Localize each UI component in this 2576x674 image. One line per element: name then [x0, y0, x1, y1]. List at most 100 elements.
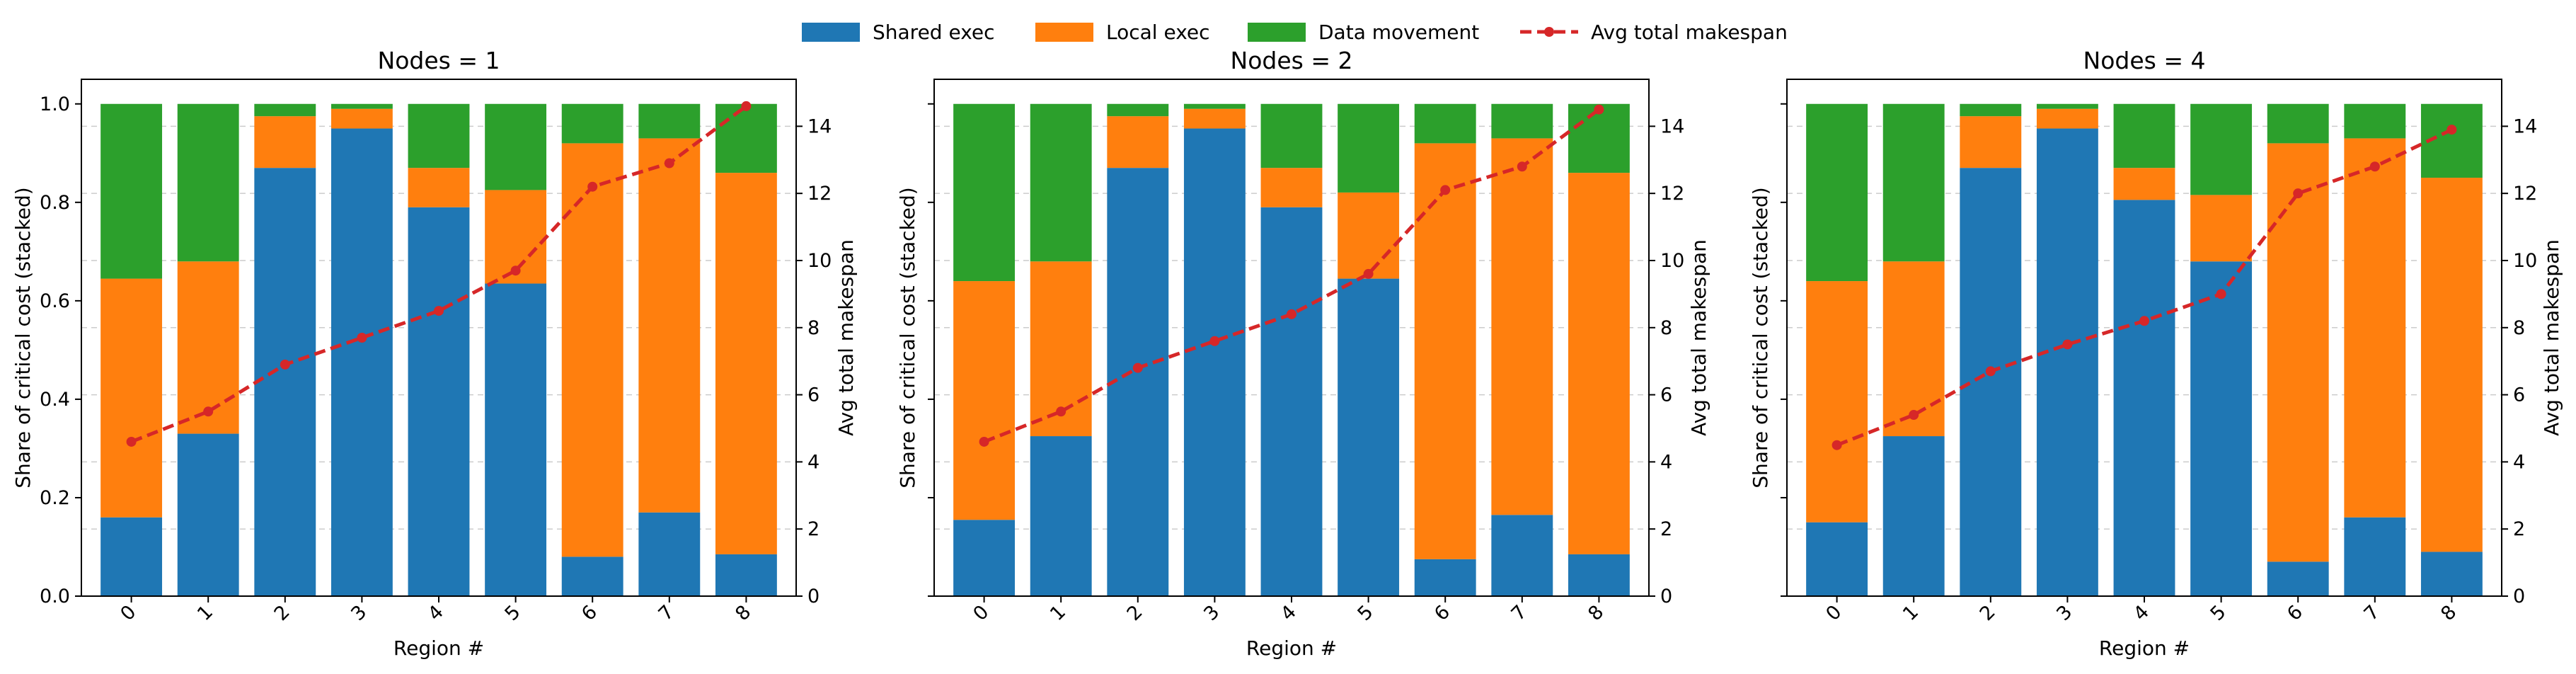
x-tick-label-region-1: 1: [1899, 601, 1923, 625]
bar-shared-exec-region-2: [1107, 168, 1169, 597]
makespan-point-region-7: [1517, 161, 1527, 172]
y2-tick-label: 10: [807, 250, 832, 272]
makespan-point-region-2: [280, 359, 290, 370]
y2-tick-label: 8: [807, 317, 820, 339]
makespan-point-region-7: [2369, 161, 2380, 172]
legend-label-shared-exec: Shared exec: [873, 21, 995, 44]
bar-local-exec-region-1: [1882, 261, 1945, 437]
bar-shared-exec-region-3: [2036, 128, 2098, 596]
bar-local-exec-region-7: [638, 138, 701, 513]
y2-axis-label: Avg total makespan: [1687, 239, 1710, 436]
bar-data-movement-region-6: [2267, 103, 2329, 144]
y2-tick-label: 8: [1660, 317, 1672, 339]
y2-tick-label: 6: [807, 384, 820, 406]
bar-data-movement-region-7: [638, 103, 701, 139]
y2-tick-label: 12: [1660, 183, 1684, 205]
y2-tick-label: 6: [2513, 384, 2525, 406]
x-tick-label-region-2: 2: [1976, 601, 2000, 625]
y2-tick-label: 10: [2513, 250, 2537, 272]
bar-shared-exec-region-4: [1260, 207, 1323, 596]
bar-local-exec-region-6: [1414, 143, 1476, 559]
bar-local-exec-region-7: [2344, 138, 2406, 518]
makespan-point-region-1: [1909, 410, 1919, 421]
makespan-point-region-8: [1594, 104, 1604, 115]
x-tick-label-region-3: 3: [1200, 601, 1224, 625]
bar-data-movement-region-3: [2036, 103, 2098, 109]
bar-local-exec-region-4: [2113, 168, 2175, 200]
bar-local-exec-region-5: [1338, 192, 1400, 279]
bar-data-movement-region-3: [1183, 103, 1246, 109]
x-axis-label: Region #: [1246, 636, 1337, 660]
bar-data-movement-region-1: [1882, 103, 1945, 262]
makespan-point-region-3: [2062, 339, 2073, 350]
bar-data-movement-region-8: [1568, 103, 1630, 173]
x-tick-label-region-7: 7: [655, 601, 679, 625]
bar-data-movement-region-0: [953, 103, 1016, 282]
y-tick-label: 0.6: [40, 290, 70, 312]
bar-local-exec-region-4: [1260, 168, 1323, 207]
legend-label-local-exec: Local exec: [1106, 21, 1210, 44]
bar-shared-exec-region-6: [561, 556, 623, 596]
x-tick-label-region-3: 3: [2052, 601, 2076, 625]
bar-shared-exec-region-5: [1338, 278, 1400, 596]
makespan-point-region-7: [664, 158, 674, 168]
y2-tick-label: 0: [1660, 586, 1672, 607]
y2-tick-label: 14: [2513, 115, 2537, 137]
makespan-point-region-4: [434, 306, 444, 316]
bar-shared-exec-region-5: [2190, 261, 2253, 596]
bar-shared-exec-region-6: [1414, 559, 1476, 596]
y2-tick-label: 10: [1660, 250, 1684, 272]
bar-shared-exec-region-3: [1183, 128, 1246, 596]
x-tick-label-region-8: 8: [1584, 601, 1608, 625]
bar-shared-exec-region-5: [485, 283, 547, 596]
bar-shared-exec-region-2: [1960, 168, 2022, 597]
x-axis-label: Region #: [393, 636, 484, 660]
bar-data-movement-region-7: [2344, 103, 2406, 139]
y-tick-label: 0.2: [40, 487, 70, 509]
bar-shared-exec-region-0: [100, 517, 163, 596]
y2-tick-label: 2: [807, 518, 820, 540]
x-tick-label-region-0: 0: [116, 601, 140, 625]
x-tick-label-region-5: 5: [2206, 601, 2230, 625]
x-tick-label-region-0: 0: [1822, 601, 1846, 625]
x-tick-label-region-4: 4: [2129, 601, 2154, 625]
legend-marker-avg-total-makespan: [1544, 27, 1554, 37]
bar-shared-exec-region-4: [2113, 200, 2175, 596]
x-tick-label-region-6: 6: [577, 601, 602, 625]
legend-label-data-movement: Data movement: [1318, 21, 1479, 44]
bar-shared-exec-region-2: [254, 168, 316, 597]
x-tick-label-region-5: 5: [1353, 601, 1377, 625]
makespan-point-region-6: [1440, 185, 1451, 195]
y2-tick-label: 12: [2513, 183, 2537, 205]
legend-swatch-shared-exec: [802, 23, 860, 42]
makespan-point-region-0: [126, 436, 137, 447]
legend-item-data-movement: Data movement: [1248, 21, 1479, 44]
bar-local-exec-region-8: [1568, 173, 1630, 554]
makespan-point-region-4: [1287, 309, 1296, 319]
bar-local-exec-region-6: [2267, 143, 2329, 562]
bar-data-movement-region-6: [1414, 103, 1476, 144]
bar-local-exec-region-3: [330, 108, 393, 129]
bar-shared-exec-region-1: [177, 433, 239, 596]
y2-tick-label: 2: [1660, 518, 1672, 540]
bar-local-exec-region-6: [561, 143, 623, 557]
x-tick-label-region-7: 7: [2360, 601, 2384, 625]
bar-data-movement-region-0: [100, 103, 163, 279]
makespan-point-region-0: [1832, 440, 1842, 450]
y2-tick-label: 12: [807, 183, 832, 205]
bar-data-movement-region-8: [715, 103, 777, 173]
x-tick-label-region-5: 5: [500, 601, 524, 625]
y-tick-label: 0.4: [40, 389, 70, 411]
y-axis-label: Share of critical cost (stacked): [1749, 187, 1772, 488]
y2-tick-label: 4: [807, 451, 820, 473]
y-tick-label: 0.0: [40, 586, 70, 607]
makespan-point-region-1: [203, 406, 214, 417]
makespan-point-region-5: [1363, 268, 1374, 279]
legend-swatch-data-movement: [1248, 23, 1306, 42]
makespan-point-region-3: [1209, 336, 1220, 346]
makespan-point-region-6: [2293, 188, 2304, 199]
x-tick-label-region-7: 7: [1507, 601, 1531, 625]
x-tick-label-region-2: 2: [1123, 601, 1147, 625]
bar-local-exec-region-1: [177, 261, 239, 434]
